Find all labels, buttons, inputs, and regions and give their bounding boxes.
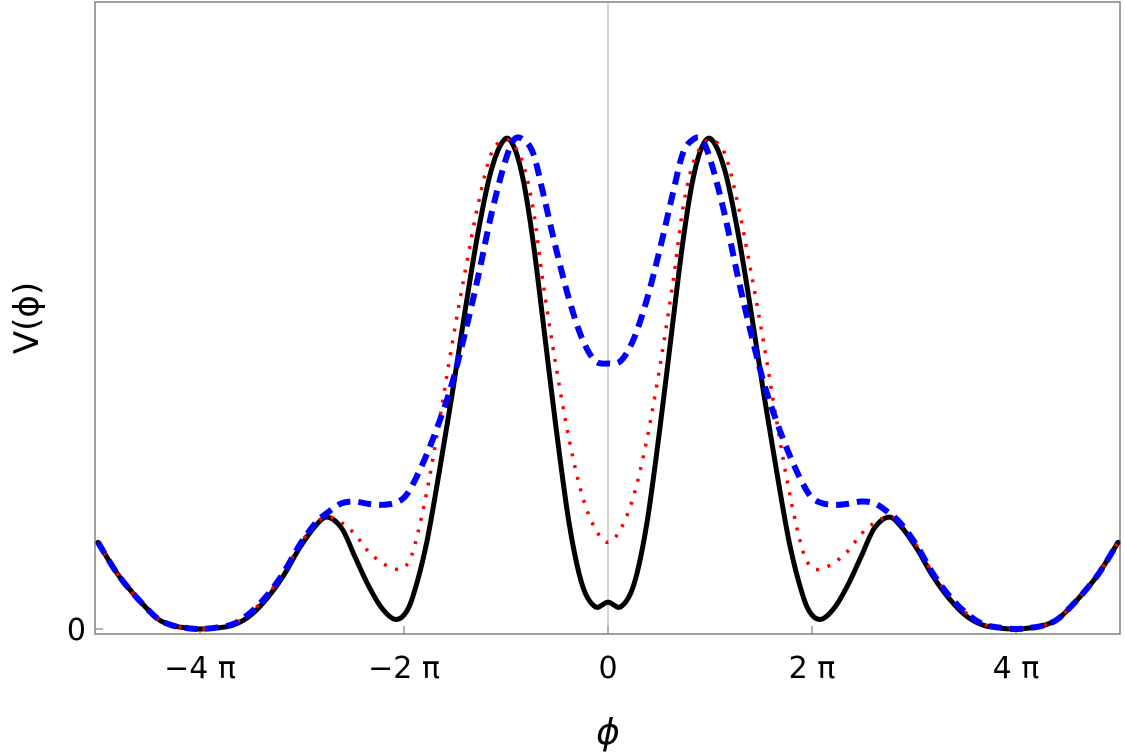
x-tick-label: 2 π <box>789 651 836 686</box>
y-axis-label: V(ϕ) <box>7 282 47 354</box>
x-tick-label: 4 π <box>993 651 1040 686</box>
x-tick-label: −4 π <box>164 651 236 686</box>
series-line-dashed <box>95 134 1121 633</box>
series-layer <box>95 134 1121 633</box>
x-axis-label: ϕ <box>596 712 620 753</box>
series-line-dotted <box>96 137 1120 631</box>
y-tick-label: 0 <box>67 613 86 648</box>
tick-labels: −4 π −2 π 0 2 π 4 π 0 <box>67 613 1039 686</box>
x-tick-label: 0 <box>598 651 617 686</box>
x-tick-label: −2 π <box>368 651 440 686</box>
